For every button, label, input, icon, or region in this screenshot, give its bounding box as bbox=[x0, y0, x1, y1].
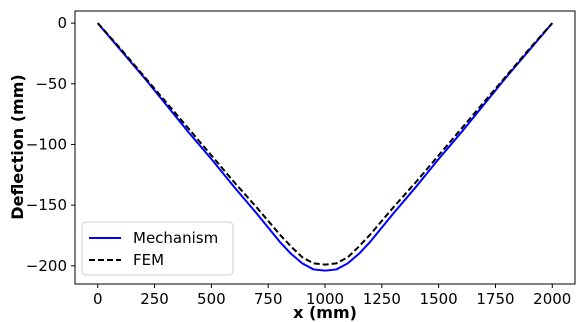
series-layer bbox=[96, 22, 554, 272]
x-axis: 0 250 500 750 1000 1250 1500 1750 2000 bbox=[93, 284, 571, 308]
x-tick-label: 1250 bbox=[363, 290, 401, 308]
legend-label-mechanism: Mechanism bbox=[133, 229, 218, 247]
legend-label-fem: FEM bbox=[133, 251, 164, 269]
x-tick-label: 0 bbox=[93, 290, 103, 308]
y-tick-label: −100 bbox=[26, 135, 67, 153]
x-tick-label: 1500 bbox=[420, 290, 458, 308]
x-tick-label: 500 bbox=[197, 290, 226, 308]
y-tick-label: −150 bbox=[26, 196, 67, 214]
x-tick-label: 250 bbox=[140, 290, 169, 308]
y-tick-label: 0 bbox=[57, 14, 67, 32]
y-axis: 0 −50 −100 −150 −200 bbox=[26, 14, 75, 275]
x-tick-label: 750 bbox=[254, 290, 283, 308]
x-tick-label: 1000 bbox=[306, 290, 344, 308]
series-line-mechanism bbox=[96, 22, 554, 272]
x-axis-label: x (mm) bbox=[293, 303, 357, 322]
legend-box bbox=[81, 221, 234, 276]
y-tick-label: −200 bbox=[26, 257, 67, 275]
x-tick-label: 1750 bbox=[476, 290, 514, 308]
series-line-fem bbox=[96, 22, 554, 266]
y-axis-label: Deflection (mm) bbox=[8, 74, 27, 219]
legend: Mechanism FEM bbox=[81, 221, 234, 276]
x-tick-label: 2000 bbox=[533, 290, 571, 308]
y-tick-label: −50 bbox=[35, 75, 67, 93]
